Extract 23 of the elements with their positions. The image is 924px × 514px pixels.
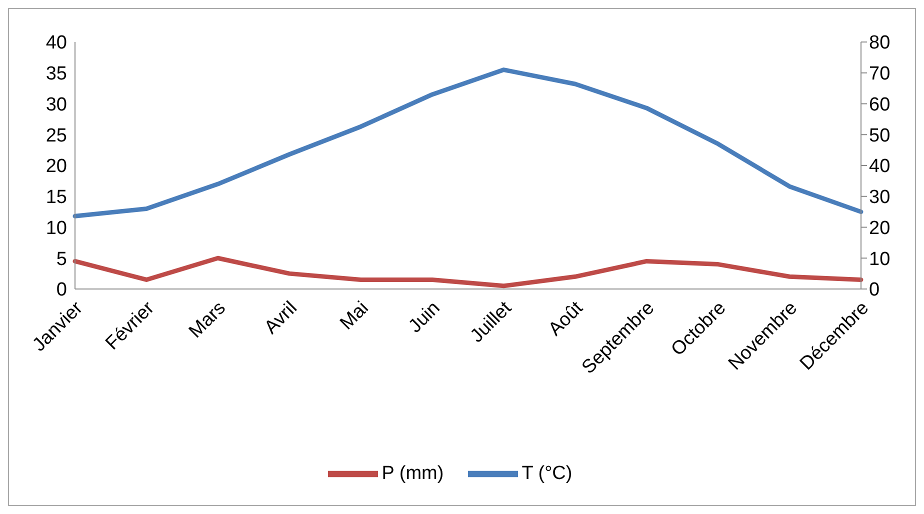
y2-tick-label: 70 [869,64,890,85]
y-tick-label: 5 [56,248,67,270]
line-series [72,68,864,218]
y-tick-label: 0 [56,280,67,301]
y-tick-label: 30 [46,94,67,116]
y-tick-label: 25 [46,125,67,146]
y2-tick-label: 10 [869,248,890,270]
y-tick-label: 20 [46,156,67,178]
y-tick-label: 15 [46,187,67,208]
legend-label: P (mm) [382,463,444,484]
y-tick-label: 40 [46,32,67,54]
y-tick-label: 10 [46,218,67,239]
y2-tick-label: 0 [869,280,880,301]
legend-label: T (°C) [522,463,572,484]
y2-tick-label: 20 [869,218,890,239]
y2-tick-label: 60 [869,94,890,116]
y-tick-label: 35 [46,64,67,85]
y2-tick-label: 30 [869,187,890,208]
x-tick-label: Mai [336,298,373,334]
y2-tick-label: 40 [869,156,890,178]
x-tick-label: Juin [404,298,444,338]
y2-tick-label: 50 [869,125,890,146]
y2-tick-label: 80 [869,32,890,54]
